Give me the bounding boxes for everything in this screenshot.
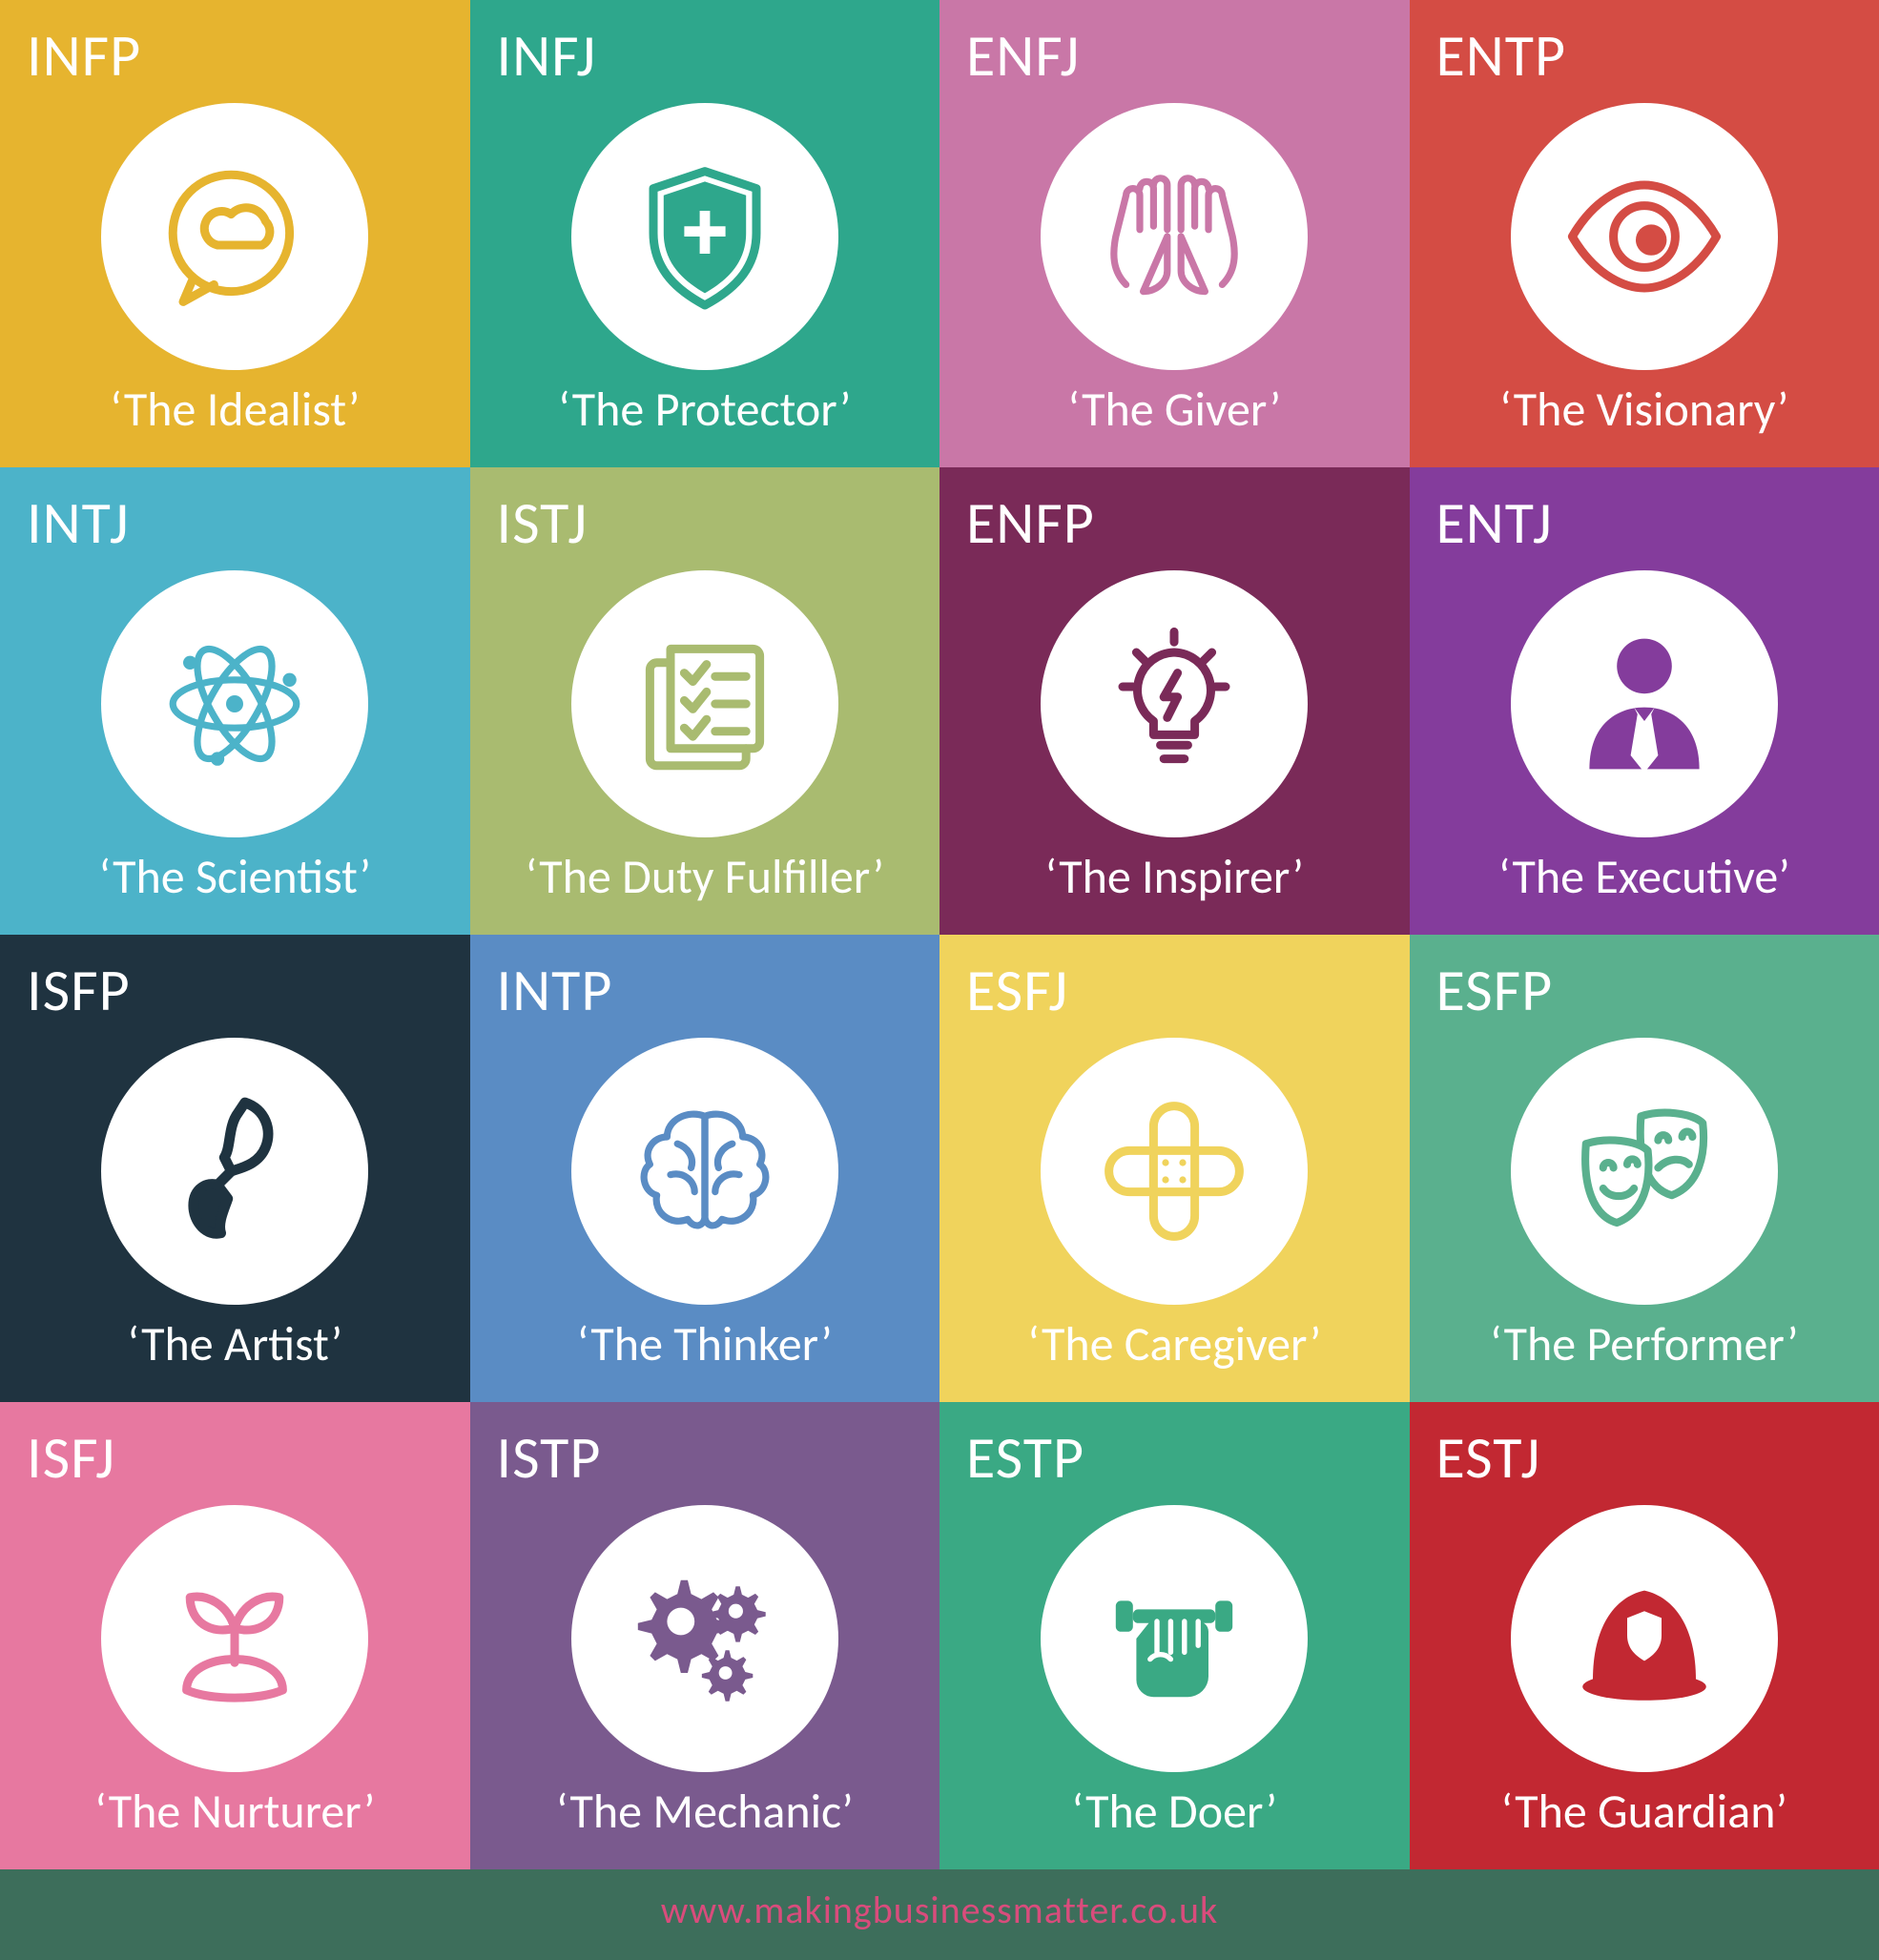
icon-circle xyxy=(1511,1038,1778,1305)
type-code: INFJ xyxy=(493,19,918,92)
type-code: ISTJ xyxy=(493,486,918,559)
type-label: ‘The Guardian’ xyxy=(1433,1783,1857,1841)
icon-circle xyxy=(1511,570,1778,837)
icon-circle xyxy=(1511,103,1778,370)
type-code: ESFP xyxy=(1433,954,1857,1026)
type-code: ESTP xyxy=(962,1421,1387,1494)
icon-circle xyxy=(571,1505,838,1772)
lightbulb-bolt-icon xyxy=(1088,618,1260,790)
icon-circle xyxy=(1041,103,1308,370)
type-code: ISFP xyxy=(23,954,447,1026)
type-label: ‘The Protector’ xyxy=(493,381,918,439)
type-label: ‘The Idealist’ xyxy=(23,381,447,439)
icon-circle xyxy=(101,1505,368,1772)
icon-container xyxy=(493,1026,918,1315)
tile-isfj: ISFJ ‘The Nurturer’ xyxy=(0,1402,470,1869)
type-code: INTP xyxy=(493,954,918,1026)
icon-container xyxy=(962,1494,1387,1783)
checklist-icon xyxy=(619,618,791,790)
businessman-icon xyxy=(1559,618,1730,790)
type-code: ENFJ xyxy=(962,19,1387,92)
tile-intj: INTJ ‘The Scientist’ xyxy=(0,467,470,935)
type-code: ISFJ xyxy=(23,1421,447,1494)
bandage-cross-icon xyxy=(1088,1085,1260,1257)
type-code: ESFJ xyxy=(962,954,1387,1026)
tile-esfp: ESFP ‘The Performer’ xyxy=(1410,935,1879,1402)
theater-masks-icon xyxy=(1559,1085,1730,1257)
icon-container xyxy=(1433,559,1857,848)
tile-entp: ENTP ‘The Visionary’ xyxy=(1410,0,1879,467)
gears-icon xyxy=(619,1553,791,1724)
icon-circle xyxy=(1511,1505,1778,1772)
icon-container xyxy=(23,1026,447,1315)
tile-istj: ISTJ ‘The Duty Fulfiller’ xyxy=(470,467,940,935)
type-label: ‘The Giver’ xyxy=(962,381,1387,439)
icon-container xyxy=(23,1494,447,1783)
type-label: ‘The Nurturer’ xyxy=(23,1783,447,1841)
icon-circle xyxy=(1041,1505,1308,1772)
icon-container xyxy=(1433,92,1857,381)
type-code: ENTP xyxy=(1433,19,1857,92)
tile-enfp: ENFP ‘The Inspirer’ xyxy=(940,467,1410,935)
type-label: ‘The Inspirer’ xyxy=(962,848,1387,906)
type-code: INFP xyxy=(23,19,447,92)
tile-infp: INFP ‘The Idealist’ xyxy=(0,0,470,467)
tile-infj: INFJ ‘The Protector’ xyxy=(470,0,940,467)
helmet-shield-icon xyxy=(1559,1553,1730,1724)
icon-container xyxy=(962,1026,1387,1315)
tile-istp: ISTP xyxy=(470,1402,940,1869)
icon-container xyxy=(962,559,1387,848)
icon-circle xyxy=(1041,570,1308,837)
type-label: ‘The Visionary’ xyxy=(1433,381,1857,439)
type-label: ‘The Caregiver’ xyxy=(962,1315,1387,1373)
type-label: ‘The Mechanic’ xyxy=(493,1783,918,1841)
icon-circle xyxy=(571,1038,838,1305)
type-code: ESTJ xyxy=(1433,1421,1857,1494)
open-hands-icon xyxy=(1088,151,1260,322)
type-label: ‘The Doer’ xyxy=(962,1783,1387,1841)
icon-container xyxy=(23,92,447,381)
brain-icon xyxy=(619,1085,791,1257)
eye-icon xyxy=(1559,151,1730,322)
type-label: ‘The Duty Fulfiller’ xyxy=(493,848,918,906)
tile-estj: ESTJ ‘The Guardian’ xyxy=(1410,1402,1879,1869)
icon-container xyxy=(23,559,447,848)
icon-container xyxy=(493,92,918,381)
icon-circle xyxy=(101,103,368,370)
type-label: ‘The Executive’ xyxy=(1433,848,1857,906)
icon-circle xyxy=(101,570,368,837)
icon-circle xyxy=(101,1038,368,1305)
atom-icon xyxy=(149,618,320,790)
icon-circle xyxy=(571,570,838,837)
type-code: ENTJ xyxy=(1433,486,1857,559)
fist-dumbbell-icon xyxy=(1088,1553,1260,1724)
infographic: INFP ‘The Idealist’ INFJ xyxy=(0,0,1879,1960)
tile-intp: INTP ‘The Thinker’ xyxy=(470,935,940,1402)
speech-cloud-icon xyxy=(149,151,320,322)
icon-container xyxy=(493,559,918,848)
type-code: ISTP xyxy=(493,1421,918,1494)
type-label: ‘The Performer’ xyxy=(1433,1315,1857,1373)
tile-esfj: ESFJ ‘The Caregiver’ xyxy=(940,935,1410,1402)
tile-enfj: ENFJ ‘The Giver’ xyxy=(940,0,1410,467)
type-label: ‘The Scientist’ xyxy=(23,848,447,906)
type-code: ENFP xyxy=(962,486,1387,559)
tile-isfp: ISFP ‘The Artist’ xyxy=(0,935,470,1402)
type-label: ‘The Thinker’ xyxy=(493,1315,918,1373)
paintbrush-icon xyxy=(149,1085,320,1257)
type-code: INTJ xyxy=(23,486,447,559)
footer-url: www.makingbusinessmatter.co.uk xyxy=(0,1869,1879,1960)
tile-estp: ESTP ‘The Doer’ xyxy=(940,1402,1410,1869)
tile-entj: ENTJ ‘The Executive’ xyxy=(1410,467,1879,935)
type-label: ‘The Artist’ xyxy=(23,1315,447,1373)
shield-plus-icon xyxy=(619,151,791,322)
icon-container xyxy=(493,1494,918,1783)
icon-circle xyxy=(1041,1038,1308,1305)
icon-container xyxy=(1433,1494,1857,1783)
icon-circle xyxy=(571,103,838,370)
personality-grid: INFP ‘The Idealist’ INFJ xyxy=(0,0,1879,1869)
icon-container xyxy=(962,92,1387,381)
sprout-icon xyxy=(149,1553,320,1724)
icon-container xyxy=(1433,1026,1857,1315)
